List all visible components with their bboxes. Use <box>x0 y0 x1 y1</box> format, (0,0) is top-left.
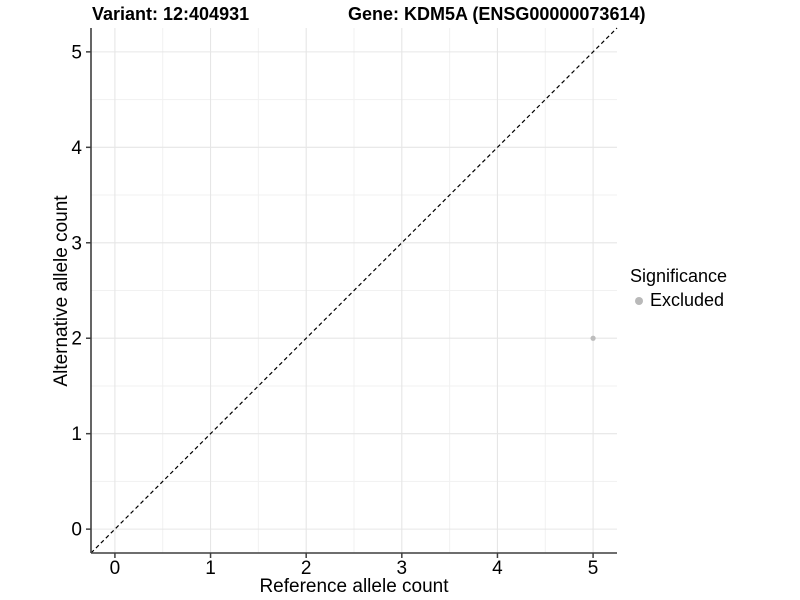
x-tick-label: 2 <box>301 558 312 579</box>
legend-title: Significance <box>630 266 728 286</box>
plot-title-gene: Gene: KDM5A (ENSG00000073614) <box>348 4 646 24</box>
plot-title-variant: Variant: 12:404931 <box>92 4 250 24</box>
y-tick-label: 5 <box>71 42 82 63</box>
y-tick-label: 0 <box>71 520 82 541</box>
legend-point-icon <box>635 296 643 305</box>
identity-reference-line <box>90 27 618 554</box>
y-tick-label: 4 <box>71 138 82 159</box>
legend: Significance Excluded <box>630 266 727 311</box>
y-tick-label: 3 <box>71 233 82 254</box>
y-tick-label: 1 <box>71 424 82 445</box>
legend-item-label: Excluded <box>650 290 725 310</box>
x-tick-label: 0 <box>110 558 121 579</box>
x-tick-label: 3 <box>397 558 408 579</box>
legend-item-excluded: Excluded <box>630 290 727 311</box>
y-axis-title: Alternative allele count <box>51 195 72 387</box>
x-tick-label: 4 <box>492 558 503 579</box>
x-tick-label: 1 <box>205 558 216 579</box>
data-point <box>590 335 596 341</box>
x-axis-title: Reference allele count <box>259 576 449 597</box>
y-tick-label: 2 <box>71 329 82 350</box>
x-tick-label: 5 <box>588 558 599 579</box>
